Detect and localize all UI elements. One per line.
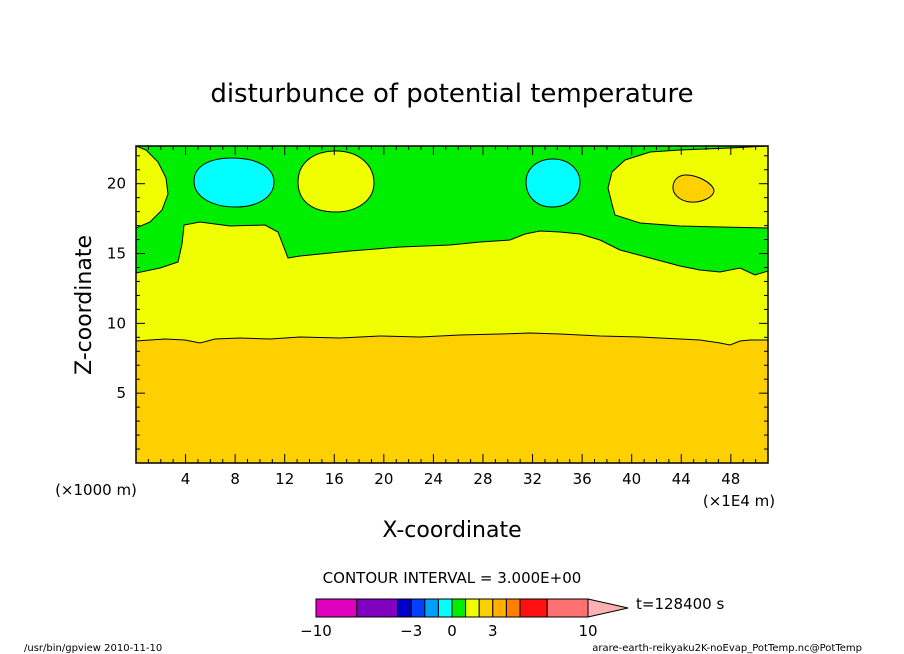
y-axis-label: Z-coordinate xyxy=(72,235,97,375)
x-axis-label: X-coordinate xyxy=(382,518,521,543)
footer-left: /usr/bin/gpview 2010-11-10 xyxy=(24,643,162,654)
colorbar-bin xyxy=(465,598,480,618)
y-tick-label: 10 xyxy=(107,314,126,332)
x-tick-label: 24 xyxy=(424,470,443,488)
x-tick-label: 16 xyxy=(325,470,344,488)
x-tick-labels: 4 8 12 16 20 24 28 32 36 40 44 48 xyxy=(181,470,741,488)
colorbar-bin xyxy=(451,598,467,618)
field-orange-cell xyxy=(672,174,715,203)
x-tick-label: 36 xyxy=(573,470,592,488)
contour-interval-label: CONTOUR INTERVAL = 3.000E+00 xyxy=(323,569,582,587)
x-unit-left: (×1000 m) xyxy=(55,481,137,499)
field-yellow-cell xyxy=(297,150,375,213)
plot-area xyxy=(136,146,768,463)
colorbar-bin xyxy=(437,598,453,618)
colorbar-bin xyxy=(410,598,426,618)
chart-title: disturbunce of potential temperature xyxy=(210,79,693,109)
colorbar-bin xyxy=(397,598,412,618)
field-cyan-cell-left xyxy=(193,157,275,208)
colorbar-extend-arrow xyxy=(587,598,629,618)
x-tick-label: 12 xyxy=(275,470,294,488)
y-tick-label: 20 xyxy=(107,175,126,193)
x-tick-label: 28 xyxy=(473,470,492,488)
colorbar-tick-label: 0 xyxy=(447,622,457,640)
colorbar xyxy=(315,598,629,618)
colorbar-tick-label: 3 xyxy=(488,622,498,640)
x-tick-label: 32 xyxy=(523,470,542,488)
colorbar-bin xyxy=(546,598,589,618)
footer-right: arare-earth-reikyaku2K-noEvap_PotTemp.nc… xyxy=(592,643,862,654)
y-tick-label: 5 xyxy=(116,384,126,402)
colorbar-bin xyxy=(492,598,507,618)
x-tick-label: 4 xyxy=(181,470,191,488)
y-tick-label: 15 xyxy=(107,245,126,263)
colorbar-bin xyxy=(424,598,439,618)
colorbar-tick-label: −10 xyxy=(300,622,332,640)
colorbar-bin xyxy=(356,598,399,618)
field-upper-left-yellow xyxy=(136,146,169,229)
colorbar-tick-label: −3 xyxy=(400,622,422,640)
x-tick-label: 44 xyxy=(672,470,691,488)
field-cyan-cell-right xyxy=(525,158,581,208)
x-tick-label: 8 xyxy=(230,470,240,488)
x-tick-label: 40 xyxy=(622,470,641,488)
colorbar-bin xyxy=(478,598,494,618)
x-unit-right: (×1E4 m) xyxy=(703,492,775,510)
colorbar-bin xyxy=(505,598,521,618)
colorbar-bin xyxy=(315,598,358,618)
plot-frame xyxy=(135,145,769,464)
colorbar-tick-label: 10 xyxy=(578,622,597,640)
time-label: t=128400 s xyxy=(636,595,724,613)
x-tick-label: 20 xyxy=(374,470,393,488)
colorbar-tick-labels: −10 −3 0 3 10 xyxy=(300,622,597,640)
x-tick-label: 48 xyxy=(721,470,740,488)
y-tick-labels: 5 10 15 20 xyxy=(107,175,126,402)
colorbar-bin xyxy=(519,598,548,618)
field-orange-band xyxy=(136,332,768,463)
